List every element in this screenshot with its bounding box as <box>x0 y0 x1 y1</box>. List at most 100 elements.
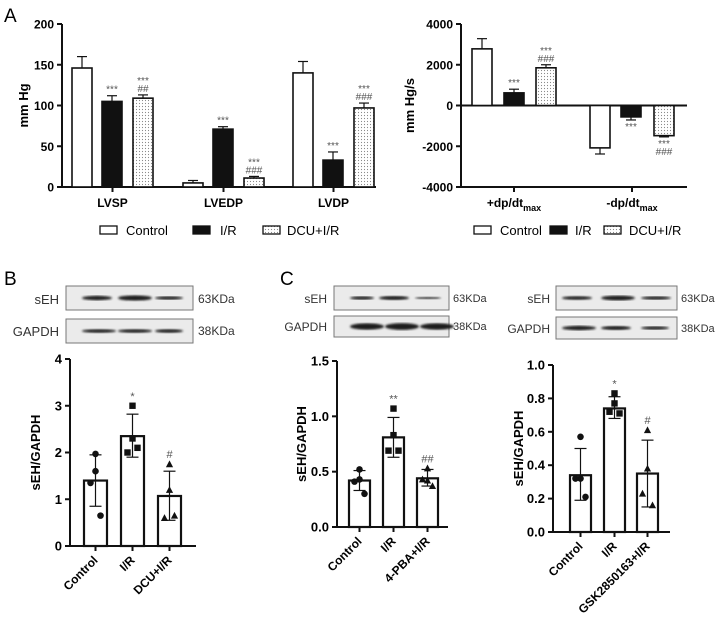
category-label-main: LVSP <box>97 196 127 210</box>
blot-b-size-seh: 63KDa <box>198 292 235 306</box>
legend-label: DCU+I/R <box>287 223 339 238</box>
category-label: I/R <box>117 553 138 574</box>
y-tick-label: 2000 <box>426 58 453 72</box>
significance-annotation: ### <box>246 165 263 176</box>
blot-band <box>641 326 669 330</box>
y-tick-label: 1 <box>55 492 62 507</box>
data-point-square <box>124 449 131 456</box>
data-point-triangle <box>160 514 169 521</box>
y-axis-label: sEH/GAPDH <box>511 411 526 487</box>
y-tick-label: 4 <box>55 352 63 367</box>
y-tick-label: 2 <box>55 445 62 460</box>
y-tick-label: 1.5 <box>311 354 329 369</box>
blot-b-label-seh: sEH <box>34 292 59 307</box>
legend-swatch <box>99 225 118 235</box>
significance-annotation: *** <box>137 76 149 87</box>
significance-annotation: *** <box>248 157 260 168</box>
data-point-circle <box>92 450 99 458</box>
y-axis-label: sEH/GAPDH <box>294 406 309 482</box>
data-point-triangle <box>638 489 647 497</box>
significance-annotation: ## <box>137 84 149 95</box>
data-point-circle <box>572 475 579 482</box>
legend-label: I/R <box>220 223 237 238</box>
blot-band <box>350 296 374 300</box>
data-point-square <box>129 435 136 442</box>
blot-band <box>420 323 454 330</box>
y-tick-label: 0.5 <box>311 464 329 479</box>
significance-annotation: * <box>130 391 135 403</box>
category-label: Control <box>546 539 586 579</box>
y-tick-label: 0.0 <box>311 520 329 535</box>
data-point-circle <box>356 466 363 473</box>
y-tick-label: 200 <box>34 18 54 32</box>
blot-c2-label-seh: sEH <box>527 292 550 306</box>
bar <box>602 407 627 534</box>
blot-band <box>601 326 631 330</box>
legend-swatch <box>262 225 281 235</box>
data-point-circle <box>582 493 589 501</box>
data-point-triangle <box>165 486 174 493</box>
panel-label-b: B <box>4 269 17 290</box>
bar-ir <box>101 100 123 188</box>
data-point-square <box>611 390 618 397</box>
legend-label: Control <box>500 223 542 238</box>
panel-label-a: A <box>4 6 17 27</box>
y-tick-label: 3 <box>55 398 62 413</box>
data-point-square <box>129 402 136 409</box>
y-tick-label: 50 <box>41 140 55 154</box>
significance-annotation: * <box>612 378 617 390</box>
data-point-circle <box>92 467 99 475</box>
legend-label: I/R <box>575 223 592 238</box>
data-point-triangle <box>423 464 432 472</box>
legend-swatch <box>603 225 622 235</box>
blot-c2-size-gapdh: 38KDa <box>681 323 716 335</box>
y-tick-label: 1.0 <box>311 409 329 424</box>
blot-band <box>350 323 384 330</box>
significance-annotation: ### <box>656 147 673 158</box>
category-label-sub: max <box>640 203 658 213</box>
data-point-square <box>395 447 402 454</box>
western-blots <box>65 285 678 344</box>
legend-swatch <box>192 225 211 235</box>
category-label: DCU+I/R <box>131 553 175 597</box>
y-tick-label: 0.4 <box>527 458 546 473</box>
bar-dcuir <box>653 104 675 137</box>
bar-ir <box>620 104 642 118</box>
category-label: Control <box>61 553 101 593</box>
data-point-circle <box>351 478 358 485</box>
data-point-circle <box>361 490 368 498</box>
data-point-circle <box>577 475 584 482</box>
significance-annotation: *** <box>327 141 339 152</box>
data-point-circle <box>356 476 363 483</box>
y-tick-label: -4000 <box>422 181 453 195</box>
category-label: I/R <box>378 534 399 555</box>
chart-C-GSK: 0.00.20.40.60.81.0sEH/GAPDHControl*I/R#G… <box>511 358 670 616</box>
significance-annotation: *** <box>508 78 520 89</box>
blot-band <box>82 329 116 333</box>
category-label: LVSP <box>97 196 127 210</box>
blot-c2-label-gapdh: GAPDH <box>507 322 550 336</box>
y-tick-label: 1.0 <box>527 358 545 373</box>
blot-band <box>118 295 152 301</box>
category-label: I/R <box>599 539 620 560</box>
blot-band <box>562 325 596 331</box>
data-point-square <box>611 400 618 407</box>
data-point-triangle <box>428 482 437 490</box>
significance-annotation: *** <box>625 122 637 133</box>
y-tick-label: 0 <box>47 181 54 195</box>
y-axis-label: sEH/GAPDH <box>28 415 43 491</box>
blot-c1-size-seh: 63KDa <box>453 293 488 305</box>
legend-label: Control <box>126 223 168 238</box>
bar-control <box>182 182 204 188</box>
legend-label: DCU+I/R <box>629 223 681 238</box>
category-label-main: LVDP <box>318 196 349 210</box>
significance-annotation: *** <box>540 46 552 57</box>
blot-c1-size-gapdh: 38KDa <box>453 321 488 333</box>
bar-dcuir <box>243 177 265 188</box>
data-point-triangle <box>165 460 174 468</box>
category-label: LVDP <box>318 196 349 210</box>
gapdh-blot <box>65 318 194 344</box>
y-tick-label: -2000 <box>422 140 453 154</box>
